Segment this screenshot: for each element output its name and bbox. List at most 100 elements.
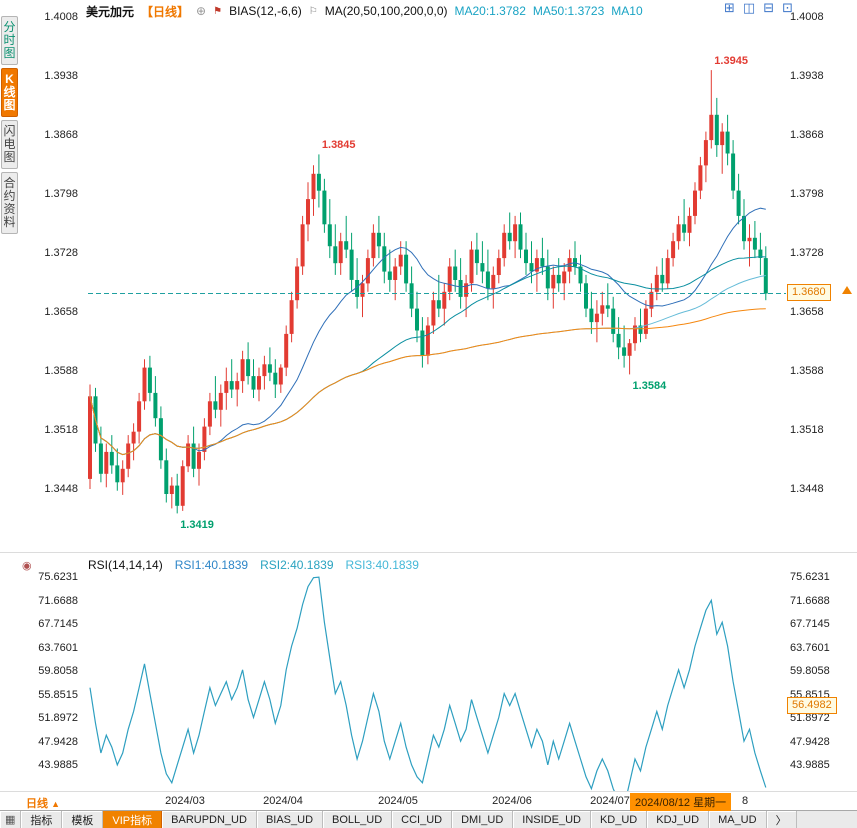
sidebar-tab-contract-info[interactable]: 合约资料 xyxy=(1,172,18,234)
period-selector[interactable]: 日线 ▲ xyxy=(26,795,60,811)
x-axis-label: 2024/03 xyxy=(165,795,205,807)
main-candlestick-chart[interactable] xyxy=(0,24,857,552)
add-indicator-icon[interactable]: ⊕ xyxy=(196,4,207,18)
layout-grid-icon[interactable]: ⊞ xyxy=(723,0,735,15)
x-axis-label: 2024/04 xyxy=(263,795,303,807)
indicator-toolbar: ▦ 指标 模板 VIP指标 BARUPDN_UD BIAS_UD BOLL_UD CCI_U… xyxy=(0,810,857,828)
layout-icons-group: ⊞ ◫ ⊟ ⊡ xyxy=(724,1,793,15)
price-axis-label-left: 1.3588 xyxy=(44,365,78,377)
price-axis-label-left: 1.3658 xyxy=(44,306,78,318)
ma-line-MA200 xyxy=(89,308,766,456)
toolbar-button-kdj-ud[interactable]: KDJ_UD xyxy=(647,811,710,828)
toolbar-button-indicators[interactable]: 指标 xyxy=(21,811,63,828)
rsi-axis-label-right: 51.8972 xyxy=(790,712,830,724)
price-axis-label-left: 1.3798 xyxy=(44,188,78,200)
price-axis-label-left: 1.3518 xyxy=(44,424,78,436)
price-axis-label-left: 1.3448 xyxy=(44,483,78,495)
toolbar-button-dmi-ud[interactable]: DMI_UD xyxy=(452,811,514,828)
price-axis-label-right: 1.3938 xyxy=(790,70,824,82)
sidebar-tab-time-share-chart[interactable]: 分时图 xyxy=(1,16,18,65)
price-axis-label-left: 1.3868 xyxy=(44,129,78,141)
price-axis-label-right: 1.3588 xyxy=(790,365,824,377)
price-axis-label-left: 1.3938 xyxy=(44,70,78,82)
price-axis-label-right: 1.3448 xyxy=(790,483,824,495)
rsi-axis-label-left: 59.8058 xyxy=(38,665,78,677)
rsi3-value: RSI3:40.1839 xyxy=(345,558,419,572)
candlestick-series xyxy=(88,70,768,514)
rsi-axis-label-left: 71.6688 xyxy=(38,594,78,607)
x-axis-label: 2024/07 xyxy=(590,795,630,807)
price-axis-label-right: 1.3728 xyxy=(790,247,824,259)
price-axis-label-right: 1.3658 xyxy=(790,306,824,318)
period-selector-label: 日线 xyxy=(26,798,48,810)
sidebar-tab-kline-chart[interactable]: K线图 xyxy=(1,68,18,117)
toolbar-button-kd-ud[interactable]: KD_UD xyxy=(591,811,648,828)
sidebar-chart-tabs: 分时图 K线图闪电图合约资料 xyxy=(1,16,18,237)
ma-flag-icon: ⚐ xyxy=(308,5,318,17)
rsi-axis-label-left: 67.7145 xyxy=(38,618,78,630)
layout-horizontal-icon[interactable]: ⊟ xyxy=(763,0,775,15)
bias-indicator-label[interactable]: BIAS(12,-6,6) xyxy=(229,4,302,18)
toolbar-button-bias-ud[interactable]: BIAS_UD xyxy=(257,811,324,828)
price-axis-label-right: 1.3518 xyxy=(790,424,824,436)
rsi-axis-label-right: 67.7145 xyxy=(790,618,830,630)
period-up-arrow-icon: ▲ xyxy=(51,799,60,809)
toolbar-button-barupdn-ud[interactable]: BARUPDN_UD xyxy=(162,811,257,828)
bias-flag-icon: ⚑ xyxy=(213,5,223,17)
rsi-title[interactable]: RSI(14,14,14) xyxy=(88,558,163,572)
price-axis-label-left: 1.3728 xyxy=(44,247,78,259)
x-axis-label: 2024/06 xyxy=(492,795,532,807)
price-axis-label-right: 1.4008 xyxy=(790,11,824,23)
axis-divider xyxy=(0,791,857,792)
price-annotation: 1.3945 xyxy=(714,55,748,68)
rsi-line xyxy=(89,576,767,792)
rsi-axis-label-left: 55.8515 xyxy=(38,688,78,701)
rsi2-value: RSI2:40.1839 xyxy=(260,558,334,572)
rsi-axis-label-right: 71.6688 xyxy=(790,594,830,607)
rsi-level-tag: 56.4982 xyxy=(787,697,837,714)
latest-price-marker[interactable] xyxy=(842,286,852,294)
rsi-indicator-chart[interactable] xyxy=(0,556,857,792)
toolbar-button-boll-ud[interactable]: BOLL_UD xyxy=(323,811,393,828)
chart-header: 美元加元 【日线】 ⊕ ⚑ BIAS(12,-6,6) ⚐ MA(20,50,1… xyxy=(86,3,643,19)
toolbar-grid-icon[interactable]: ▦ xyxy=(0,811,22,828)
x-axis-label: 2024/05 xyxy=(378,795,418,807)
ma10-value: MA10 xyxy=(611,4,643,18)
rsi-header: RSI(14,14,14) RSI1:40.1839 RSI2:40.1839 … xyxy=(88,558,419,572)
layout-single-icon[interactable]: ⊡ xyxy=(782,0,793,15)
last-price-tag: 1.3680 xyxy=(787,284,831,302)
ma20-value: MA20:1.3782 xyxy=(454,4,526,18)
rsi-axis-label-right: 59.8058 xyxy=(790,665,830,677)
toolbar-button-vip-indicators[interactable]: VIP指标 xyxy=(103,811,163,828)
price-annotation: 1.3419 xyxy=(180,519,214,532)
rsi-axis-label-right: 43.9885 xyxy=(790,759,830,771)
toolbar-button-ma-ud[interactable]: MA_UD xyxy=(709,811,767,828)
ma-indicator-label[interactable]: MA(20,50,100,200,0,0) xyxy=(324,4,448,18)
period-tag: 【日线】 xyxy=(141,4,190,19)
rsi-axis-label-right: 47.9428 xyxy=(790,735,830,748)
x-axis-label: 8 xyxy=(741,795,749,807)
rsi-axis-label-right: 63.7601 xyxy=(790,641,830,654)
price-annotation: 1.3845 xyxy=(321,139,356,152)
selected-date-tag: 2024/08/12 星期一 xyxy=(630,793,732,811)
price-annotation: 1.3584 xyxy=(632,380,667,393)
price-axis-label-left: 1.4008 xyxy=(44,11,78,23)
toolbar-button-cci-ud[interactable]: CCI_UD xyxy=(392,811,453,828)
price-axis-label-right: 1.3868 xyxy=(790,129,824,141)
rsi-axis-label-left: 75.6231 xyxy=(38,571,78,583)
toolbar-button-inside-ud[interactable]: INSIDE_UD xyxy=(513,811,591,828)
ma50-value: MA50:1.3723 xyxy=(532,4,605,18)
toolbar-more-arrow[interactable]: 〉 xyxy=(767,811,797,828)
ma-line-MA20 xyxy=(89,207,766,456)
ma-line-MA100 xyxy=(89,275,766,456)
moving-average-lines xyxy=(89,207,766,456)
sidebar-tab-flash-chart[interactable]: 闪电图 xyxy=(1,120,18,169)
layout-split-icon[interactable]: ◫ xyxy=(742,0,756,15)
price-axis-label-right: 1.3798 xyxy=(790,188,824,200)
rsi-axis-label-left: 63.7601 xyxy=(38,641,78,654)
rsi1-value: RSI1:40.1839 xyxy=(174,558,249,572)
toolbar-button-templates[interactable]: 模板 xyxy=(62,811,104,828)
rsi-axis-label-left: 51.8972 xyxy=(38,712,78,724)
rsi-settings-icon[interactable]: ◉ xyxy=(22,560,32,572)
